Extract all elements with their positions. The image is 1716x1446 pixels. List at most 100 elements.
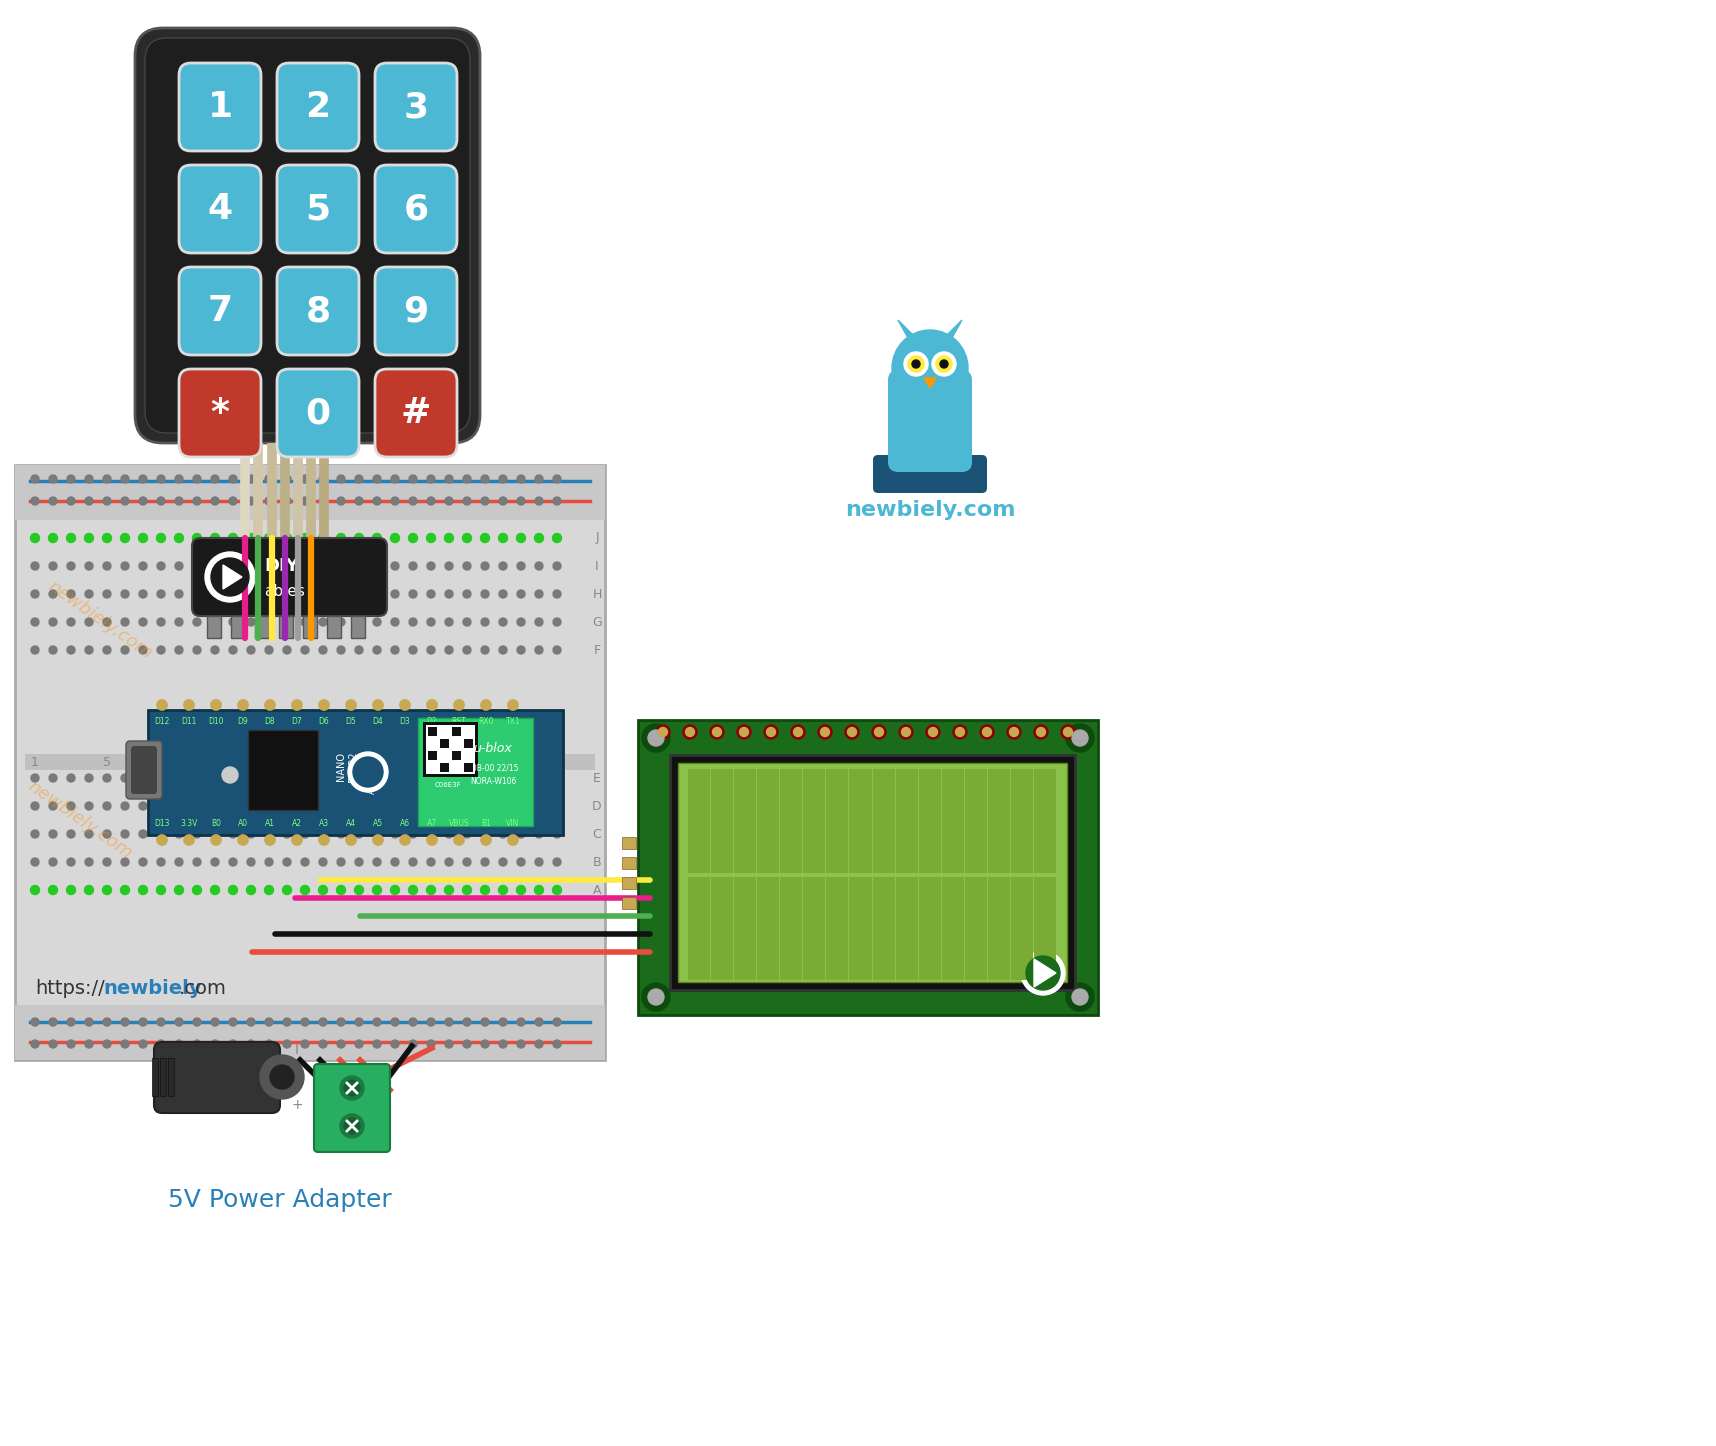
Text: D6: D6 — [319, 717, 329, 726]
Circle shape — [336, 474, 345, 483]
Circle shape — [211, 474, 220, 483]
Bar — [148, 710, 563, 834]
Circle shape — [264, 562, 273, 570]
Circle shape — [340, 1113, 364, 1138]
Circle shape — [319, 617, 328, 626]
Circle shape — [211, 534, 220, 542]
FancyBboxPatch shape — [125, 740, 161, 800]
Bar — [168, 1058, 173, 1096]
Circle shape — [261, 1056, 304, 1099]
Text: #: # — [402, 396, 431, 429]
Circle shape — [463, 617, 470, 626]
Circle shape — [247, 803, 256, 810]
Circle shape — [175, 774, 184, 782]
Bar — [621, 878, 637, 889]
Circle shape — [1009, 727, 1019, 736]
Circle shape — [156, 497, 165, 505]
Circle shape — [247, 474, 256, 483]
Circle shape — [553, 617, 561, 626]
Circle shape — [156, 834, 168, 846]
Circle shape — [211, 646, 220, 654]
Bar — [678, 763, 1067, 982]
Circle shape — [372, 830, 381, 839]
Circle shape — [122, 497, 129, 505]
Circle shape — [517, 886, 525, 894]
Circle shape — [911, 360, 920, 367]
Circle shape — [122, 1018, 129, 1027]
Bar — [463, 739, 474, 748]
Circle shape — [480, 830, 489, 839]
Circle shape — [444, 857, 453, 866]
Bar — [849, 876, 872, 980]
Circle shape — [1066, 983, 1095, 1011]
Circle shape — [264, 646, 273, 654]
Circle shape — [642, 724, 669, 752]
Circle shape — [103, 534, 112, 542]
Circle shape — [247, 590, 256, 599]
Circle shape — [791, 724, 805, 739]
Circle shape — [408, 534, 417, 542]
Circle shape — [391, 774, 400, 782]
Circle shape — [553, 562, 561, 570]
Text: RST: RST — [451, 717, 467, 726]
Circle shape — [292, 834, 302, 846]
Circle shape — [408, 534, 417, 542]
Bar — [872, 769, 894, 872]
Circle shape — [319, 830, 328, 839]
Circle shape — [122, 617, 129, 626]
Circle shape — [427, 474, 434, 483]
Circle shape — [336, 886, 345, 894]
Circle shape — [175, 497, 184, 505]
Circle shape — [264, 590, 273, 599]
Circle shape — [283, 590, 292, 599]
Circle shape — [50, 474, 57, 483]
FancyBboxPatch shape — [376, 165, 456, 253]
Bar — [304, 616, 317, 638]
Circle shape — [228, 886, 237, 894]
Circle shape — [348, 752, 388, 792]
Circle shape — [932, 351, 956, 376]
Circle shape — [247, 886, 256, 894]
Text: 5V Power Adapter: 5V Power Adapter — [168, 1189, 391, 1212]
Circle shape — [283, 617, 292, 626]
Circle shape — [901, 727, 911, 736]
Circle shape — [480, 774, 489, 782]
Text: 1: 1 — [208, 90, 233, 124]
Circle shape — [372, 534, 381, 542]
FancyBboxPatch shape — [276, 64, 359, 150]
Circle shape — [319, 774, 328, 782]
Circle shape — [463, 497, 470, 505]
Circle shape — [319, 562, 328, 570]
Circle shape — [355, 590, 364, 599]
FancyBboxPatch shape — [276, 268, 359, 356]
Circle shape — [391, 534, 400, 542]
Circle shape — [463, 590, 470, 599]
Circle shape — [499, 646, 506, 654]
Text: D: D — [592, 800, 602, 813]
Bar — [153, 1058, 158, 1096]
Circle shape — [499, 803, 506, 810]
Circle shape — [740, 727, 748, 736]
Circle shape — [391, 497, 400, 505]
Circle shape — [156, 885, 165, 895]
Circle shape — [192, 830, 201, 839]
Circle shape — [499, 774, 506, 782]
Circle shape — [408, 1040, 417, 1048]
Bar — [710, 769, 733, 872]
Circle shape — [192, 1040, 201, 1048]
Circle shape — [480, 617, 489, 626]
Bar — [781, 876, 803, 980]
Text: 00B-00 22/15: 00B-00 22/15 — [467, 763, 518, 772]
Circle shape — [427, 617, 434, 626]
Circle shape — [221, 766, 239, 782]
Circle shape — [353, 758, 383, 787]
Text: NORA-W106: NORA-W106 — [470, 778, 517, 787]
Circle shape — [427, 534, 434, 542]
Circle shape — [264, 774, 273, 782]
Circle shape — [103, 646, 112, 654]
Circle shape — [67, 617, 76, 626]
Text: D12: D12 — [154, 717, 170, 726]
Circle shape — [283, 1040, 292, 1048]
Circle shape — [480, 474, 489, 483]
FancyBboxPatch shape — [192, 538, 388, 616]
